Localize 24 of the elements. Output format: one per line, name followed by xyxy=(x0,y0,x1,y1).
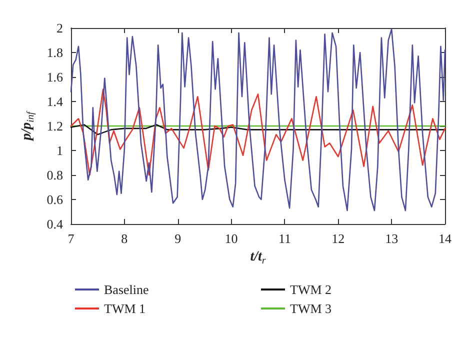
y-tick-label: 0.8 xyxy=(46,168,63,182)
x-tick-label: 14 xyxy=(438,231,452,246)
y-tick-label: 1.6 xyxy=(46,70,64,84)
x-tick-label: 11 xyxy=(278,231,291,246)
y-tick-label: 1.4 xyxy=(46,94,64,109)
legend-label: TWM 1 xyxy=(104,301,146,316)
legend-label: TWM 3 xyxy=(290,301,332,316)
y-tick-label: 1 xyxy=(56,143,63,158)
x-tick-label: 9 xyxy=(174,231,182,246)
x-tick-label: 12 xyxy=(332,231,345,246)
x-tick-label: 7 xyxy=(68,231,75,246)
y-tick-label: 1.8 xyxy=(46,45,63,60)
x-tick-label: 13 xyxy=(385,231,398,246)
x-tick-label: 10 xyxy=(224,231,238,246)
y-tick-label: 2 xyxy=(56,20,63,36)
y-tick-label: 0.6 xyxy=(46,192,64,207)
y-tick-label: 1.2 xyxy=(46,118,63,134)
line-series xyxy=(70,88,446,176)
x-tick-label: 8 xyxy=(121,231,128,246)
legend-label: TWM 2 xyxy=(290,282,332,297)
line-series xyxy=(70,124,446,136)
y-axis-title: p/pinf xyxy=(19,110,36,142)
legend-label: Baseline xyxy=(104,282,149,297)
y-tick-label: 0.4 xyxy=(46,216,64,232)
